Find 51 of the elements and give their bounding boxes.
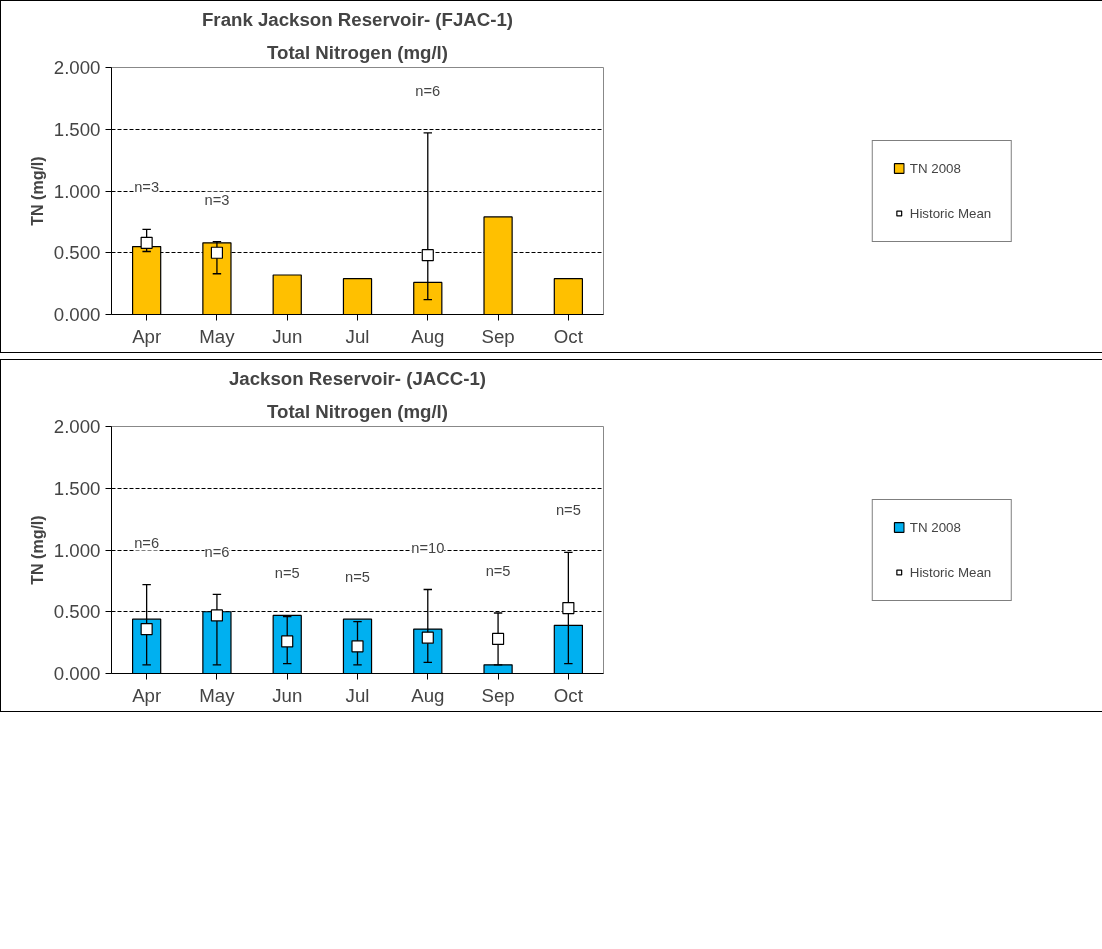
x-tick-label: May	[199, 325, 236, 347]
y-tick-label: 0.000	[53, 304, 101, 325]
annotation: n=5	[555, 502, 581, 519]
chart-subtitle: Total Nitrogen (mg/l)	[266, 400, 449, 422]
annotation: n=5	[345, 569, 370, 586]
y-axis-title: TN (mg/l)	[28, 156, 46, 226]
annotation: n=5	[485, 562, 511, 579]
point	[491, 632, 505, 646]
chart-subtitle: Total Nitrogen (mg/l)	[266, 41, 449, 63]
legend-label: TN 2008	[909, 160, 961, 176]
y-tick-label: 1.500	[53, 118, 101, 140]
x-tick-label: Oct	[553, 684, 584, 706]
x-tick-label: Apr	[132, 325, 162, 347]
x-tick-label: Jul	[345, 325, 370, 347]
x-tick-label: May	[199, 684, 236, 706]
chart-title: Frank Jackson Reservoir- (FJAC-1)	[201, 8, 514, 30]
x-tick-label: Jul	[345, 684, 370, 706]
x-tick-label: Jun	[272, 684, 303, 706]
legend-label: TN 2008	[909, 519, 961, 535]
x-tick-label: Sep	[481, 684, 515, 706]
x-tick-label: Sep	[481, 325, 515, 347]
x-tick-label: Oct	[553, 325, 584, 347]
annotation: n=3	[204, 191, 230, 208]
legend-label: Historic Mean	[909, 564, 992, 580]
point	[210, 609, 224, 622]
point	[421, 631, 434, 644]
x-tick-label: Apr	[132, 684, 162, 706]
x-tick-label: Aug	[411, 684, 445, 706]
x-tick-label: Jun	[272, 325, 303, 347]
y-axis-title: TN (mg/l)	[28, 515, 46, 585]
annotation: n=10	[411, 539, 445, 556]
x-tick-label: Aug	[411, 325, 445, 347]
point	[351, 640, 364, 653]
y-tick-label: 0.500	[53, 242, 101, 264]
point	[281, 635, 294, 648]
y-tick-label: 0.500	[53, 601, 101, 623]
y-tick-label: 1.000	[53, 180, 101, 202]
annotation: n=6	[134, 534, 160, 551]
legend-label: Historic Mean	[909, 205, 992, 221]
chart-title: Jackson Reservoir- (JACC-1)	[228, 367, 487, 389]
annotation: n=3	[134, 179, 160, 196]
y-tick-label: 2.000	[53, 57, 101, 78]
y-tick-label: 1.500	[53, 477, 101, 499]
point	[140, 622, 153, 636]
annotation: n=6	[415, 82, 441, 99]
y-tick-label: 0.000	[53, 663, 101, 684]
annotation: n=5	[274, 565, 300, 582]
point	[562, 601, 575, 615]
annotation: n=6	[204, 544, 230, 561]
y-tick-label: 2.000	[53, 416, 101, 437]
y-tick-label: 1.000	[53, 539, 101, 561]
